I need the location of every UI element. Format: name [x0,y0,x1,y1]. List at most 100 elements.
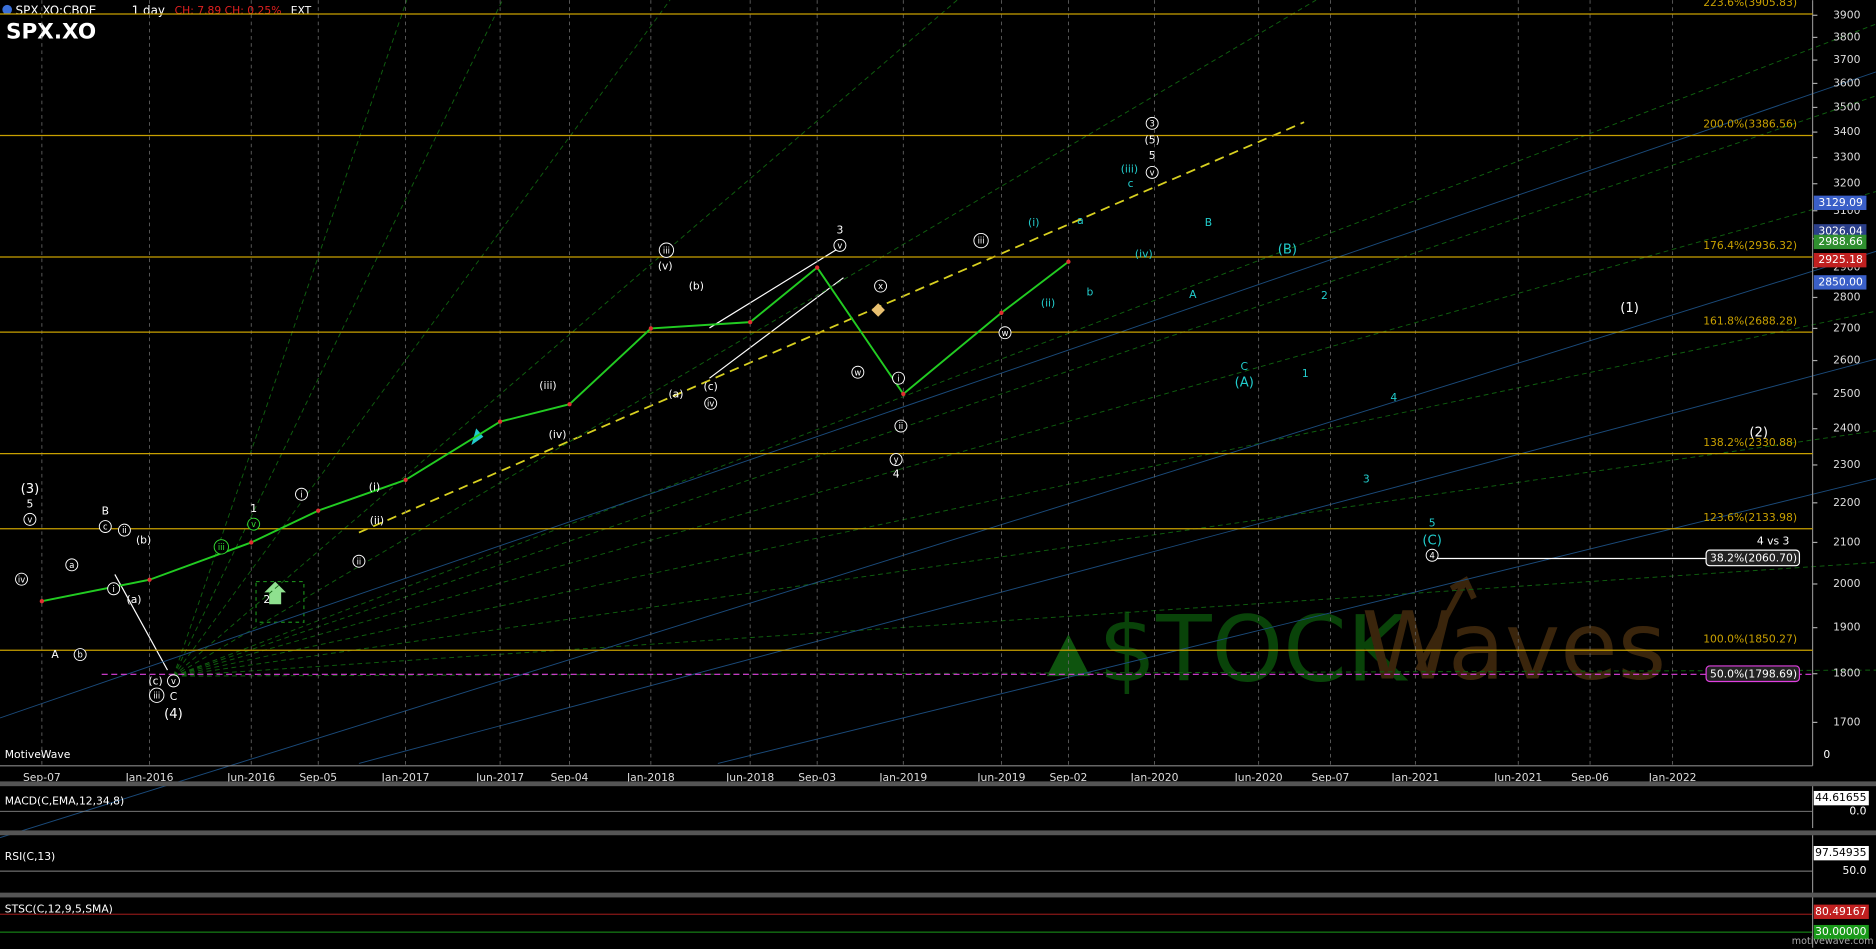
wave-label: (b) [136,533,151,546]
fib-label-box [1705,665,1801,683]
y-tick-label: 3200 [1833,177,1861,190]
wave-label-circle [352,554,366,568]
wave-label: (iii) [539,379,556,392]
price-point [648,326,654,331]
price-point [249,540,254,545]
fan-line [173,23,1876,677]
wave-label: x [878,281,883,291]
wave-label: ii [899,421,904,431]
price-marker [1813,195,1867,210]
fan-line [173,430,1876,677]
y-tick-label: 2200 [1833,496,1861,509]
indicator-name: STSC(C,12,9,5,SMA) [5,902,113,915]
y-tick-label: 3300 [1833,151,1861,164]
y-tick-label: 2000 [1833,577,1861,590]
y-tick-label: 2400 [1833,422,1861,435]
wave-label: A [51,648,59,661]
fan-line [173,0,408,677]
y-tick-label: 3800 [1833,30,1861,43]
wave-label: (ii) [1041,296,1055,309]
wave-label: (c) [704,380,718,393]
y-tick-label: 2300 [1833,458,1861,471]
wave-label-circle [149,687,165,703]
wave-label: (a) [668,387,683,400]
fan-line [173,0,671,677]
wave-label: c [103,522,108,532]
channel-line [358,121,1305,534]
wave-label: (iii) [1121,162,1138,175]
fib-label: 38.2%(2060.70) [1710,552,1797,565]
fan-line [173,95,1876,677]
wave-label-circle [973,232,989,249]
x-tick-label: Jan-2019 [878,771,927,784]
wave-label: v [837,240,842,250]
wave-label: (ii) [370,514,384,527]
price-point [815,265,820,270]
wave-label: C [1241,360,1249,373]
zone-box [255,580,305,623]
wave-label: iii [153,690,160,700]
x-tick-label: Jun-2019 [976,771,1025,784]
wave-label: 2 [263,593,270,606]
wave-label: (iv) [549,428,567,441]
y-tick-label: 3900 [1833,8,1861,21]
guide-line [0,71,1876,719]
symbol: SPX.XO:CBOE [16,3,97,17]
wave-label-circle [833,238,847,252]
wave-label-circle [892,371,905,385]
x-tick-label: Jan-2021 [1390,771,1439,784]
axis-floor-label: 0 [1823,748,1830,761]
price-marker [1813,234,1867,250]
wave-label: (4) [164,707,183,722]
symbol-icon [2,4,12,15]
session: EXT [291,4,312,17]
wave-label-circle [704,396,718,410]
wave-label: a [1077,214,1084,227]
x-tick-label: Sep-02 [1049,771,1087,784]
price-point [147,577,152,582]
price-point [999,310,1004,315]
fan-line [173,669,1876,677]
indicator-value-box [1813,904,1869,919]
panel-separator [0,892,1876,898]
indicator-reference: 0.0 [1849,804,1866,817]
x-tick-label: Jan-2016 [125,771,174,784]
wave-label-circle [658,242,675,258]
wave-label-circle [117,523,131,537]
wave-label: ii [122,525,127,535]
wave-label-circle [851,365,865,379]
wave-label-circle [1145,165,1159,179]
watermark-arrow [1415,576,1477,672]
y-tick-label: 3400 [1833,125,1861,138]
wave-label: 4 vs 3 [1757,535,1789,548]
wave-label-circle [167,674,180,688]
indicator-value-box [1813,845,1869,861]
cyan-marker [471,428,484,446]
x-tick-label: Sep-07 [1312,771,1350,784]
x-tick-label: Jun-2021 [1493,771,1542,784]
wave-label: 4 [1429,550,1434,560]
wave-label: (v) [658,259,673,272]
wave-label: (iv) [1135,247,1153,260]
wave-label-circle [894,419,908,433]
wave-label: (a) [127,593,142,606]
y-tick-label: 3500 [1833,100,1861,113]
wave-label: (i) [369,481,380,494]
indicator-reference: 50.0 [1842,864,1866,877]
wave-label: y [894,455,899,465]
price-point [316,508,321,513]
indicator-name: RSI(C,13) [5,850,55,863]
wedge-line [709,277,844,379]
x-tick-label: Sep-03 [798,771,836,784]
indicator-name: MACD(C,EMA,12,34,8) [5,795,124,808]
panel-separator [0,781,1876,787]
indicator-value-box [1813,790,1869,806]
wave-label: v [251,519,256,529]
wave-label: c [1128,177,1134,190]
wave-label: (2) [1749,426,1768,441]
price-point [567,402,572,407]
wave-label: i [300,489,302,499]
wave-label-circle [1425,548,1439,562]
